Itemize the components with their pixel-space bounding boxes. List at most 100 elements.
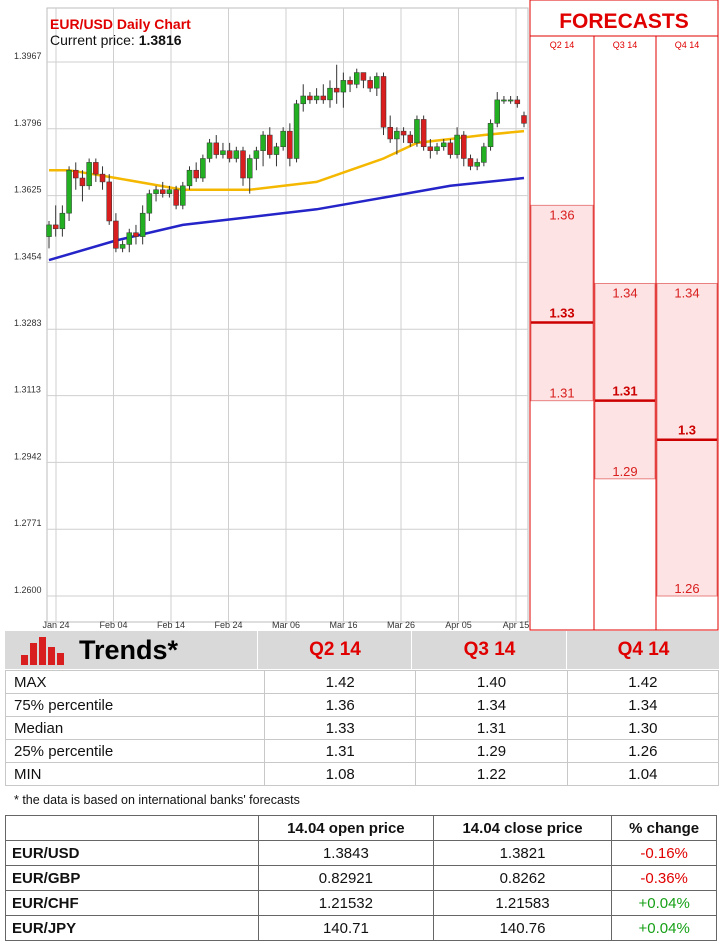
pair-close: 1.21583	[432, 890, 613, 916]
pair-table-header: 14.04 open price 14.04 close price % cha…	[5, 815, 717, 841]
x-tick-label: Jan 24	[42, 620, 69, 630]
candle-body	[99, 173, 106, 183]
candle-body	[153, 189, 159, 194]
trends-cell: 1.31	[415, 716, 568, 740]
x-tick-label: Mar 26	[387, 620, 415, 630]
pair-name: EUR/USD	[5, 840, 259, 866]
forecast-median-label: 1.31	[612, 384, 637, 399]
candle-body	[320, 95, 327, 101]
pair-header-blank	[5, 815, 259, 841]
trends-col-q2: Q2 14	[257, 631, 412, 669]
candle-body	[347, 80, 353, 85]
candle-body	[467, 158, 474, 167]
pair-change: -0.16%	[611, 840, 717, 866]
candle-body	[260, 134, 266, 151]
forecast-p25-label: 1.31	[549, 386, 574, 401]
trends-col-q3: Q3 14	[411, 631, 567, 669]
y-axis: 1.3967 1.3796 1.3625 1.3454 1.3283 1.3113 1.29…	[14, 51, 42, 595]
candle-body	[139, 212, 146, 237]
candle-body	[353, 72, 360, 85]
candle-body	[380, 76, 387, 128]
forecast-p75-label: 1.34	[674, 285, 699, 300]
trends-footnote: * the data is based on international ban…	[14, 793, 300, 807]
pair-open: 140.71	[258, 915, 434, 941]
forecast-p25-label: 1.29	[612, 464, 637, 479]
y-tick-label: 1.3796	[14, 118, 42, 128]
candle-body	[440, 142, 447, 148]
candle-body	[146, 193, 153, 214]
candle-body	[400, 130, 407, 136]
forecast-range-box	[530, 204, 594, 402]
current-price-line: Current price: 1.3816	[50, 32, 182, 48]
y-tick-label: 1.3967	[14, 51, 42, 61]
pair-open: 1.21532	[258, 890, 434, 916]
forecast-range-box	[594, 282, 656, 480]
pair-change: +0.04%	[611, 915, 717, 941]
pair-open: 1.3843	[258, 840, 434, 866]
candle-body	[474, 162, 480, 167]
candle-body	[200, 158, 206, 179]
x-tick-label: Feb 04	[99, 620, 127, 630]
forecast-p75-label: 1.36	[549, 207, 574, 222]
trends-row-median: Median 1.33 1.31 1.30	[5, 716, 720, 740]
candle-body	[133, 232, 139, 237]
pair-row-eurgbp: EUR/GBP 0.82921 0.8262 -0.36%	[5, 865, 717, 891]
pair-row-eurchf: EUR/CHF 1.21532 1.21583 +0.04%	[5, 890, 717, 916]
candle-body	[293, 103, 300, 159]
trends-cell: 1.34	[415, 693, 568, 717]
trends-cell: 1.34	[566, 693, 720, 717]
candle-body	[267, 134, 273, 155]
pair-close: 0.8262	[432, 865, 613, 891]
y-tick-label: 1.2942	[14, 451, 42, 461]
candle-body	[46, 224, 52, 237]
x-axis: Jan 24 Feb 04 Feb 14 Feb 24 Mar 06 Mar 16 Mar …	[42, 620, 529, 630]
current-price-label: Current price:	[50, 32, 139, 48]
candle-body	[233, 150, 240, 159]
x-tick-label: Mar 16	[329, 620, 357, 630]
candle-body	[173, 189, 179, 206]
forecast-period-label: Q4 14	[675, 40, 700, 50]
candle-body	[407, 134, 414, 144]
candle-body	[327, 87, 333, 101]
x-tick-label: Apr 15	[503, 620, 530, 630]
candle-body	[273, 146, 280, 155]
candle-body	[414, 119, 420, 144]
y-tick-label: 1.3283	[14, 318, 42, 328]
candle-body	[481, 146, 487, 163]
pair-row-eurjpy: EUR/JPY 140.71 140.76 +0.04%	[5, 915, 717, 941]
trends-cell: 1.08	[263, 762, 417, 786]
candle-body	[461, 134, 467, 159]
candle-body	[374, 76, 380, 89]
candle-body	[333, 87, 340, 93]
x-tick-label: Feb 24	[214, 620, 242, 630]
trends-row-label: 25% percentile	[5, 739, 265, 763]
pair-name: EUR/GBP	[5, 865, 259, 891]
candle-body	[507, 99, 514, 102]
trends-row-p25: 25% percentile 1.31 1.29 1.26	[5, 739, 720, 763]
candle-body	[287, 130, 293, 159]
candle-body	[220, 150, 226, 155]
candle-body	[394, 130, 400, 140]
candle-body	[159, 189, 166, 194]
x-tick-label: Mar 06	[272, 620, 300, 630]
plot-frame	[46, 7, 529, 623]
candle-body	[226, 150, 233, 159]
pair-price-table: 14.04 open price 14.04 close price % cha…	[5, 815, 717, 941]
candle-body	[93, 162, 99, 175]
y-tick-label: 1.2600	[14, 585, 42, 595]
candle-body	[206, 142, 213, 159]
pair-header-change: % change	[611, 815, 717, 841]
bar-chart-icon	[21, 637, 64, 665]
candle-body	[420, 119, 427, 148]
forecast-median-label: 1.3	[678, 423, 696, 438]
y-tick-label: 1.3625	[14, 185, 42, 195]
candle-body	[447, 142, 454, 155]
pair-close: 140.76	[432, 915, 613, 941]
trends-row-label: Median	[5, 716, 265, 740]
trends-row-label: MIN	[5, 762, 265, 786]
candle-body	[166, 189, 173, 194]
pair-name: EUR/JPY	[5, 915, 259, 941]
candle-body	[246, 158, 253, 179]
candle-body	[193, 169, 199, 179]
candle-body	[360, 72, 367, 81]
